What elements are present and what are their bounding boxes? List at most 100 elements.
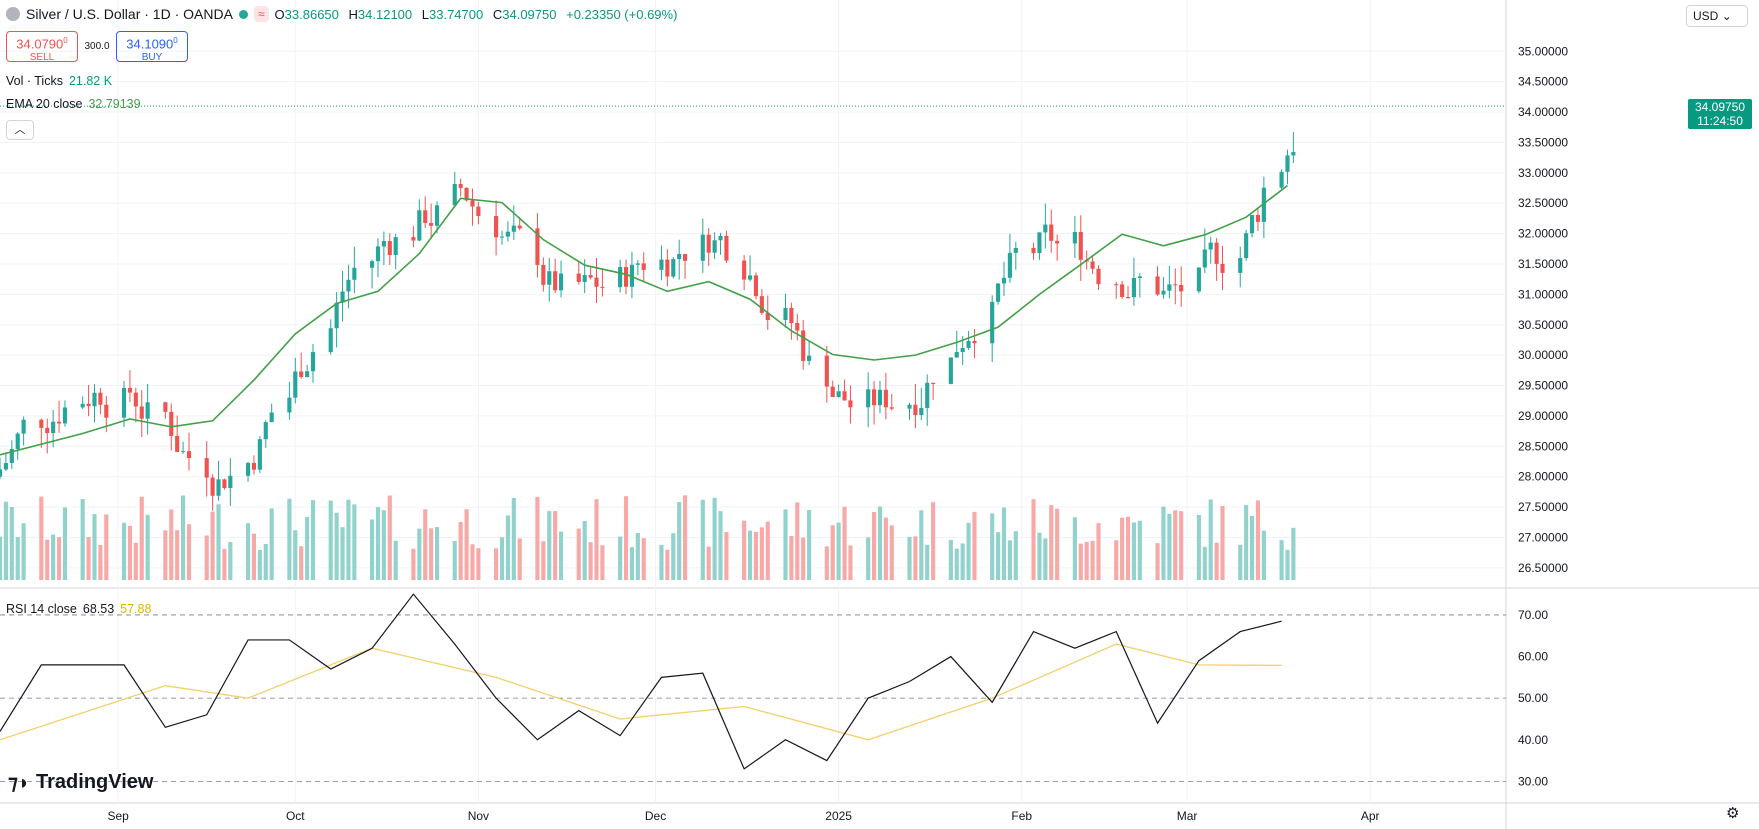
candle-body xyxy=(866,389,871,408)
candle-body xyxy=(1255,214,1261,222)
volume-bar xyxy=(671,533,676,580)
volume-bar xyxy=(700,499,705,580)
volume-bar xyxy=(175,530,180,580)
candle-body xyxy=(541,264,546,285)
tradingview-logo[interactable]: ⁊◗ TradingView xyxy=(8,771,154,794)
candle-body xyxy=(1096,268,1101,285)
candle-body xyxy=(1037,232,1042,254)
volume-bar xyxy=(352,504,357,580)
candle-body xyxy=(1072,231,1077,244)
collapse-legend-button[interactable]: ︿ xyxy=(6,120,34,140)
silver-icon xyxy=(6,7,20,21)
volume-bar xyxy=(1090,540,1095,580)
volume-bar xyxy=(39,496,44,580)
volume-bar xyxy=(375,506,381,580)
volume-bar xyxy=(1120,517,1125,580)
volume-bar xyxy=(429,528,434,580)
chart-header: Silver / U.S. Dollar · 1D · OANDA ≈ O33.… xyxy=(6,6,683,22)
volume-bar xyxy=(1043,538,1048,580)
candle-body xyxy=(558,273,564,291)
volume-bar xyxy=(724,532,729,580)
volume-bar xyxy=(464,509,469,580)
ema-value: 32.79139 xyxy=(88,97,141,111)
volume-bar xyxy=(228,541,233,580)
time-tick-label: Feb xyxy=(1011,809,1032,823)
rsi-line xyxy=(0,593,1282,770)
candle-body xyxy=(1196,267,1201,292)
volume-bar xyxy=(310,500,316,580)
volume-bar xyxy=(387,495,392,580)
candle-body xyxy=(21,419,26,434)
volume-bar xyxy=(1078,543,1083,580)
candle-body xyxy=(842,391,847,401)
volume-bar xyxy=(293,530,298,580)
volume-bar xyxy=(712,497,717,580)
price-tick-label: 28.00000 xyxy=(1518,470,1568,484)
candle-body xyxy=(759,296,764,313)
volume-bar xyxy=(452,541,457,580)
buy-button[interactable]: 34.10900 BUY xyxy=(116,31,188,63)
volume-bar xyxy=(346,499,351,580)
volume-bar xyxy=(677,501,682,580)
rsi-tick-label: 50.00 xyxy=(1518,691,1548,705)
rsi-legend[interactable]: RSI 14 close 68.53 57.88 xyxy=(6,602,152,616)
spread-value: 300.0 xyxy=(84,41,110,52)
volume-bar xyxy=(56,537,62,580)
candle-body xyxy=(1214,242,1219,264)
volume-bar xyxy=(127,525,132,580)
candle-body xyxy=(62,407,68,424)
volume-bar xyxy=(3,501,8,580)
candle-body xyxy=(618,266,623,288)
volume-bar xyxy=(1084,541,1089,580)
sell-button[interactable]: 34.07900 SELL xyxy=(6,31,78,63)
volume-bar xyxy=(913,536,918,580)
candle-body xyxy=(1078,231,1083,260)
volume-bar xyxy=(872,512,877,580)
volume-bar xyxy=(340,527,345,580)
rsi-tick-label: 60.00 xyxy=(1518,650,1548,664)
volume-bar xyxy=(181,495,186,580)
volume-bar xyxy=(1179,511,1184,580)
wave-badge[interactable]: ≈ xyxy=(253,6,269,22)
volume-bar xyxy=(789,535,794,580)
volume-bar xyxy=(62,507,68,580)
volume-bar xyxy=(960,543,965,580)
volume-legend[interactable]: Vol · Ticks 21.82 K xyxy=(6,74,113,88)
candle-body xyxy=(972,340,977,344)
gear-icon[interactable]: ⚙ xyxy=(1726,805,1740,822)
volume-bar xyxy=(665,549,670,580)
candle-body xyxy=(417,210,422,241)
volume-bar xyxy=(163,530,168,580)
candle-body xyxy=(216,479,221,496)
volume-bar xyxy=(1031,499,1036,580)
ema-legend[interactable]: EMA 20 close 32.79139 xyxy=(6,97,141,111)
candle-body xyxy=(830,386,835,398)
price-tick-label: 27.00000 xyxy=(1518,530,1568,544)
candle-body xyxy=(765,312,770,321)
volume-bar xyxy=(133,542,138,580)
candle-body xyxy=(310,352,316,372)
symbol-title[interactable]: Silver / U.S. Dollar · 1D · OANDA xyxy=(26,6,233,22)
volume-bar xyxy=(1249,515,1255,580)
candle-body xyxy=(683,254,688,261)
candle-body xyxy=(553,271,558,291)
volume-bar xyxy=(919,510,924,580)
volume-value: 21.82 K xyxy=(68,74,113,88)
price-tick-label: 33.00000 xyxy=(1518,166,1568,180)
change-value: +0.23350 (+0.69%) xyxy=(566,6,678,22)
candle-body xyxy=(948,357,953,384)
volume-bar xyxy=(80,499,85,580)
market-open-icon xyxy=(238,9,248,19)
candle-body xyxy=(1249,214,1255,234)
volume-bar xyxy=(576,528,581,580)
candle-body xyxy=(1001,277,1007,284)
candle-body xyxy=(458,183,463,188)
ohlc-readout: O33.86650 H34.12100 L33.74700 C34.09750 … xyxy=(274,6,678,22)
candle-body xyxy=(665,259,670,277)
candle-body xyxy=(807,355,812,361)
volume-bar xyxy=(257,549,262,580)
currency-select[interactable]: USD ⌄ xyxy=(1686,5,1748,27)
candle-body xyxy=(494,215,499,238)
volume-bar xyxy=(718,511,723,580)
